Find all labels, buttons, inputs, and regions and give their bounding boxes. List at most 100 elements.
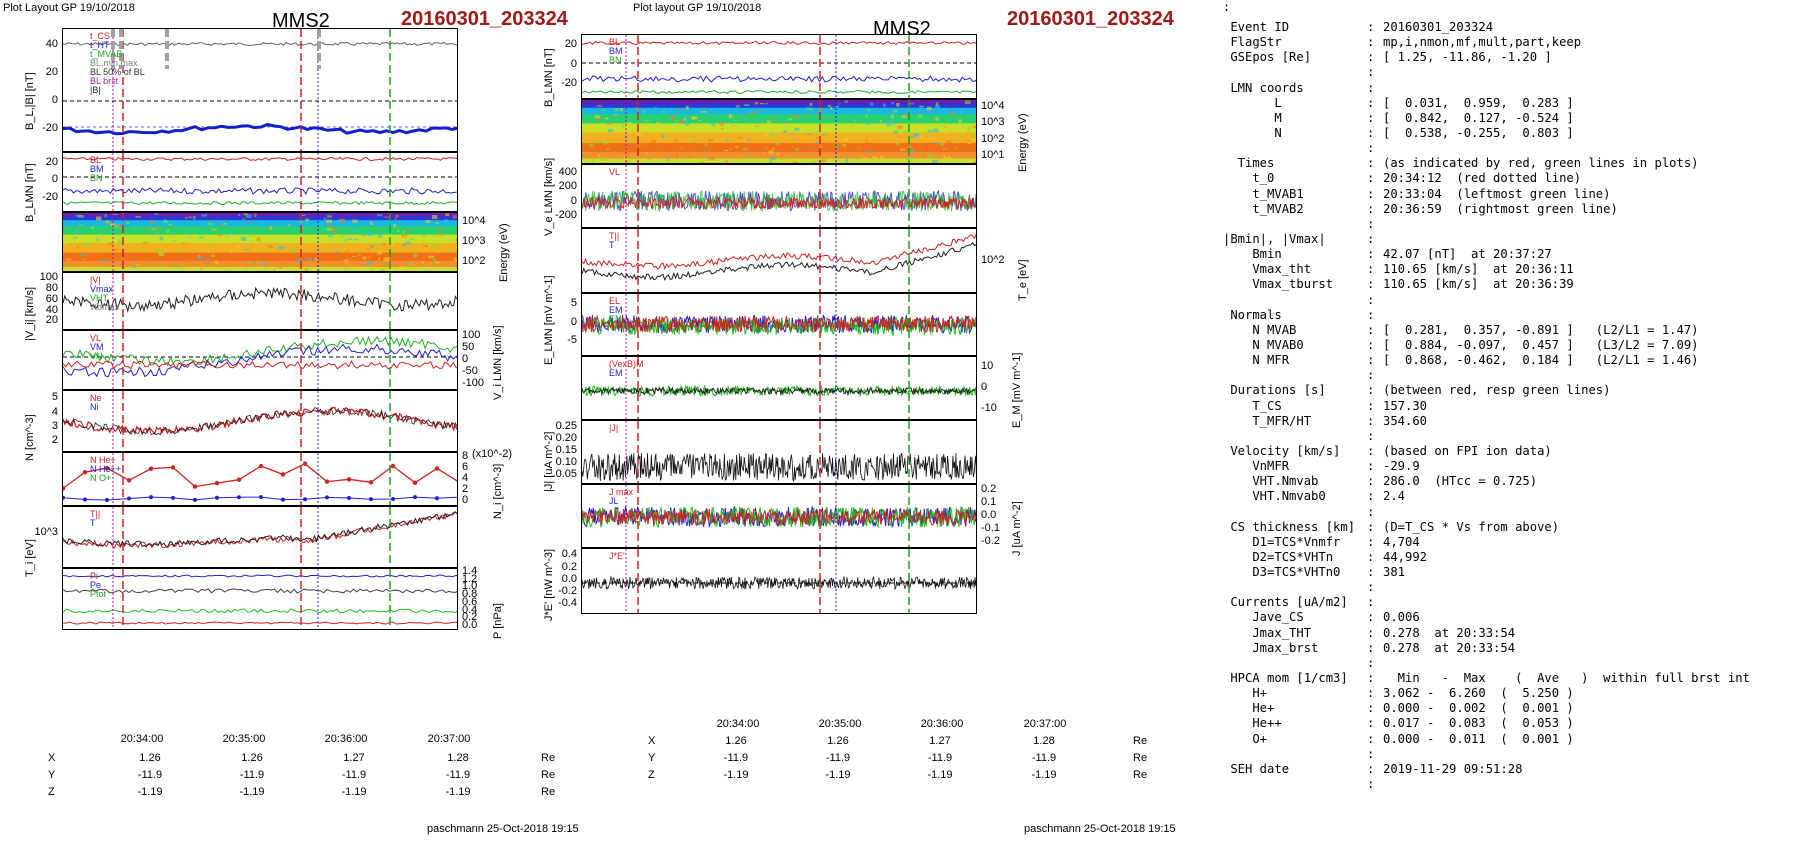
spectrogram-speck	[76, 245, 82, 247]
info-value: (between red, resp green lines)	[1383, 383, 1611, 398]
position-value: 1.26	[725, 735, 747, 747]
spectrogram-speck	[307, 257, 312, 261]
panel-ylabel: N_i [cm^-3]	[492, 463, 504, 519]
right-plot-header: Plot layout GP 19/10/2018	[633, 2, 762, 14]
spectrogram-band	[63, 226, 457, 236]
spectrogram-speck	[304, 268, 308, 271]
spectrogram-speck	[870, 102, 874, 106]
right-footer: paschmann 25-Oct-2018 19:15	[1024, 823, 1176, 835]
info-key	[1223, 217, 1367, 232]
legend-entry: T||	[609, 231, 620, 241]
spectrogram-speck	[378, 230, 382, 232]
spectrogram-speck	[683, 118, 687, 121]
info-row: :	[1223, 141, 1750, 156]
spectrogram-speck	[156, 250, 161, 254]
spectrogram-speck	[675, 154, 679, 159]
info-colon: :	[1367, 368, 1375, 383]
info-key: H+	[1223, 686, 1268, 701]
spectrogram-band	[63, 243, 457, 254]
spectrogram-speck	[431, 215, 438, 219]
info-colon: :	[1367, 534, 1375, 549]
series-line	[63, 406, 457, 436]
plot-panel	[581, 293, 977, 356]
spectrogram-speck	[352, 255, 357, 258]
spectrogram-speck	[93, 253, 100, 256]
position-value: -1.19	[1031, 769, 1057, 781]
spectrogram-speck	[650, 139, 656, 144]
spectrogram-speck	[645, 152, 648, 155]
spectrogram-speck	[343, 248, 346, 251]
spectrogram-speck	[300, 214, 306, 217]
spectrogram-speck	[370, 245, 374, 248]
spectrogram-speck	[826, 148, 830, 150]
plot-panel	[62, 390, 458, 452]
spectrogram-band	[582, 132, 976, 144]
y-tick-label: -50	[462, 365, 478, 377]
spectrogram-speck	[328, 234, 333, 237]
spectrogram-speck	[927, 154, 932, 159]
info-key: SEH date	[1223, 761, 1290, 776]
left-footer: paschmann 25-Oct-2018 19:15	[427, 823, 579, 835]
spectrogram-speck	[918, 135, 925, 138]
legend-entry: BL,min,max	[90, 58, 138, 68]
spectrogram-speck	[629, 138, 634, 142]
spectrogram-speck	[348, 237, 352, 240]
spectrogram-speck	[670, 116, 676, 120]
spectrogram-speck	[956, 140, 960, 142]
series-line	[582, 507, 976, 526]
legend-entry: N He++	[90, 464, 122, 474]
spectrogram-speck	[370, 221, 373, 226]
y-tick-label: 0.8	[462, 588, 478, 601]
y-tick-label: 200	[558, 180, 577, 193]
spectrogram-speck	[163, 220, 169, 223]
spectrogram-speck	[118, 222, 121, 226]
spectrogram-speck	[242, 218, 246, 220]
info-value: 0.278 at 20:33:54	[1383, 640, 1516, 655]
legend-entry: EM	[609, 368, 623, 378]
legend-entry: |B|	[90, 85, 101, 95]
series-line	[63, 462, 457, 489]
spectrogram-speck	[445, 213, 450, 217]
info-colon: :	[1367, 701, 1375, 716]
spectrogram-band	[63, 261, 457, 268]
position-unit: Re	[541, 752, 556, 764]
y-tick-label: 0.15	[555, 443, 577, 456]
info-value: [ 0.842, 0.127, -0.524 ]	[1383, 110, 1574, 125]
spectrogram-speck	[79, 254, 86, 256]
legend-entry: BL 50% of BL	[90, 67, 145, 77]
spectrogram-speck	[329, 228, 334, 231]
spectrogram-speck	[206, 249, 210, 252]
panel-svg	[63, 29, 457, 151]
spectrogram-speck	[785, 120, 790, 122]
info-value: [ 0.281, 0.357, -0.891 ] (L2/L1 = 1.47)	[1383, 322, 1699, 337]
legend-entry: Vmax	[90, 284, 114, 294]
info-row: Vmax_tburst:110.65 [km/s] at 20:36:39	[1223, 277, 1750, 292]
legend-entry: BM	[90, 164, 104, 174]
spectrogram-speck	[646, 157, 651, 159]
spectrogram-speck	[790, 132, 794, 135]
info-row: N MVAB0: [ 0.884, -0.097, 0.457 ] (L3/L2 …	[1223, 338, 1750, 353]
y-tick-label: 0.2	[462, 611, 478, 624]
spectrogram-speck	[262, 270, 266, 271]
spectrogram-speck	[314, 224, 321, 227]
legend-entry: BN	[609, 55, 622, 65]
spectrogram-speck	[334, 250, 340, 253]
spectrogram-speck	[891, 102, 894, 105]
panel-svg	[582, 35, 976, 98]
spectrogram-speck	[886, 123, 892, 127]
info-row: HPCA mom [1/cm3]: Min - Max ( Ave ) with…	[1223, 671, 1750, 686]
spectrogram-speck	[968, 160, 972, 162]
info-value: 20:36:59 (rightmost green line)	[1383, 201, 1618, 216]
spectrogram-speck	[879, 119, 883, 122]
spectrogram-speck	[656, 122, 660, 125]
info-row: H+:3.062 - 6.260 ( 5.250 )	[1223, 686, 1750, 701]
y-tick-label: 10^4	[462, 215, 486, 227]
y-tick-label: -0.2	[981, 534, 1000, 547]
spectrogram-speck	[353, 238, 359, 241]
spectrogram-speck	[243, 248, 250, 251]
spectrogram-speck	[65, 258, 72, 261]
data-point	[456, 481, 457, 484]
spectrogram-speck	[428, 244, 431, 248]
position-value: -11.9	[825, 752, 851, 764]
spectrogram-speck	[120, 225, 125, 228]
